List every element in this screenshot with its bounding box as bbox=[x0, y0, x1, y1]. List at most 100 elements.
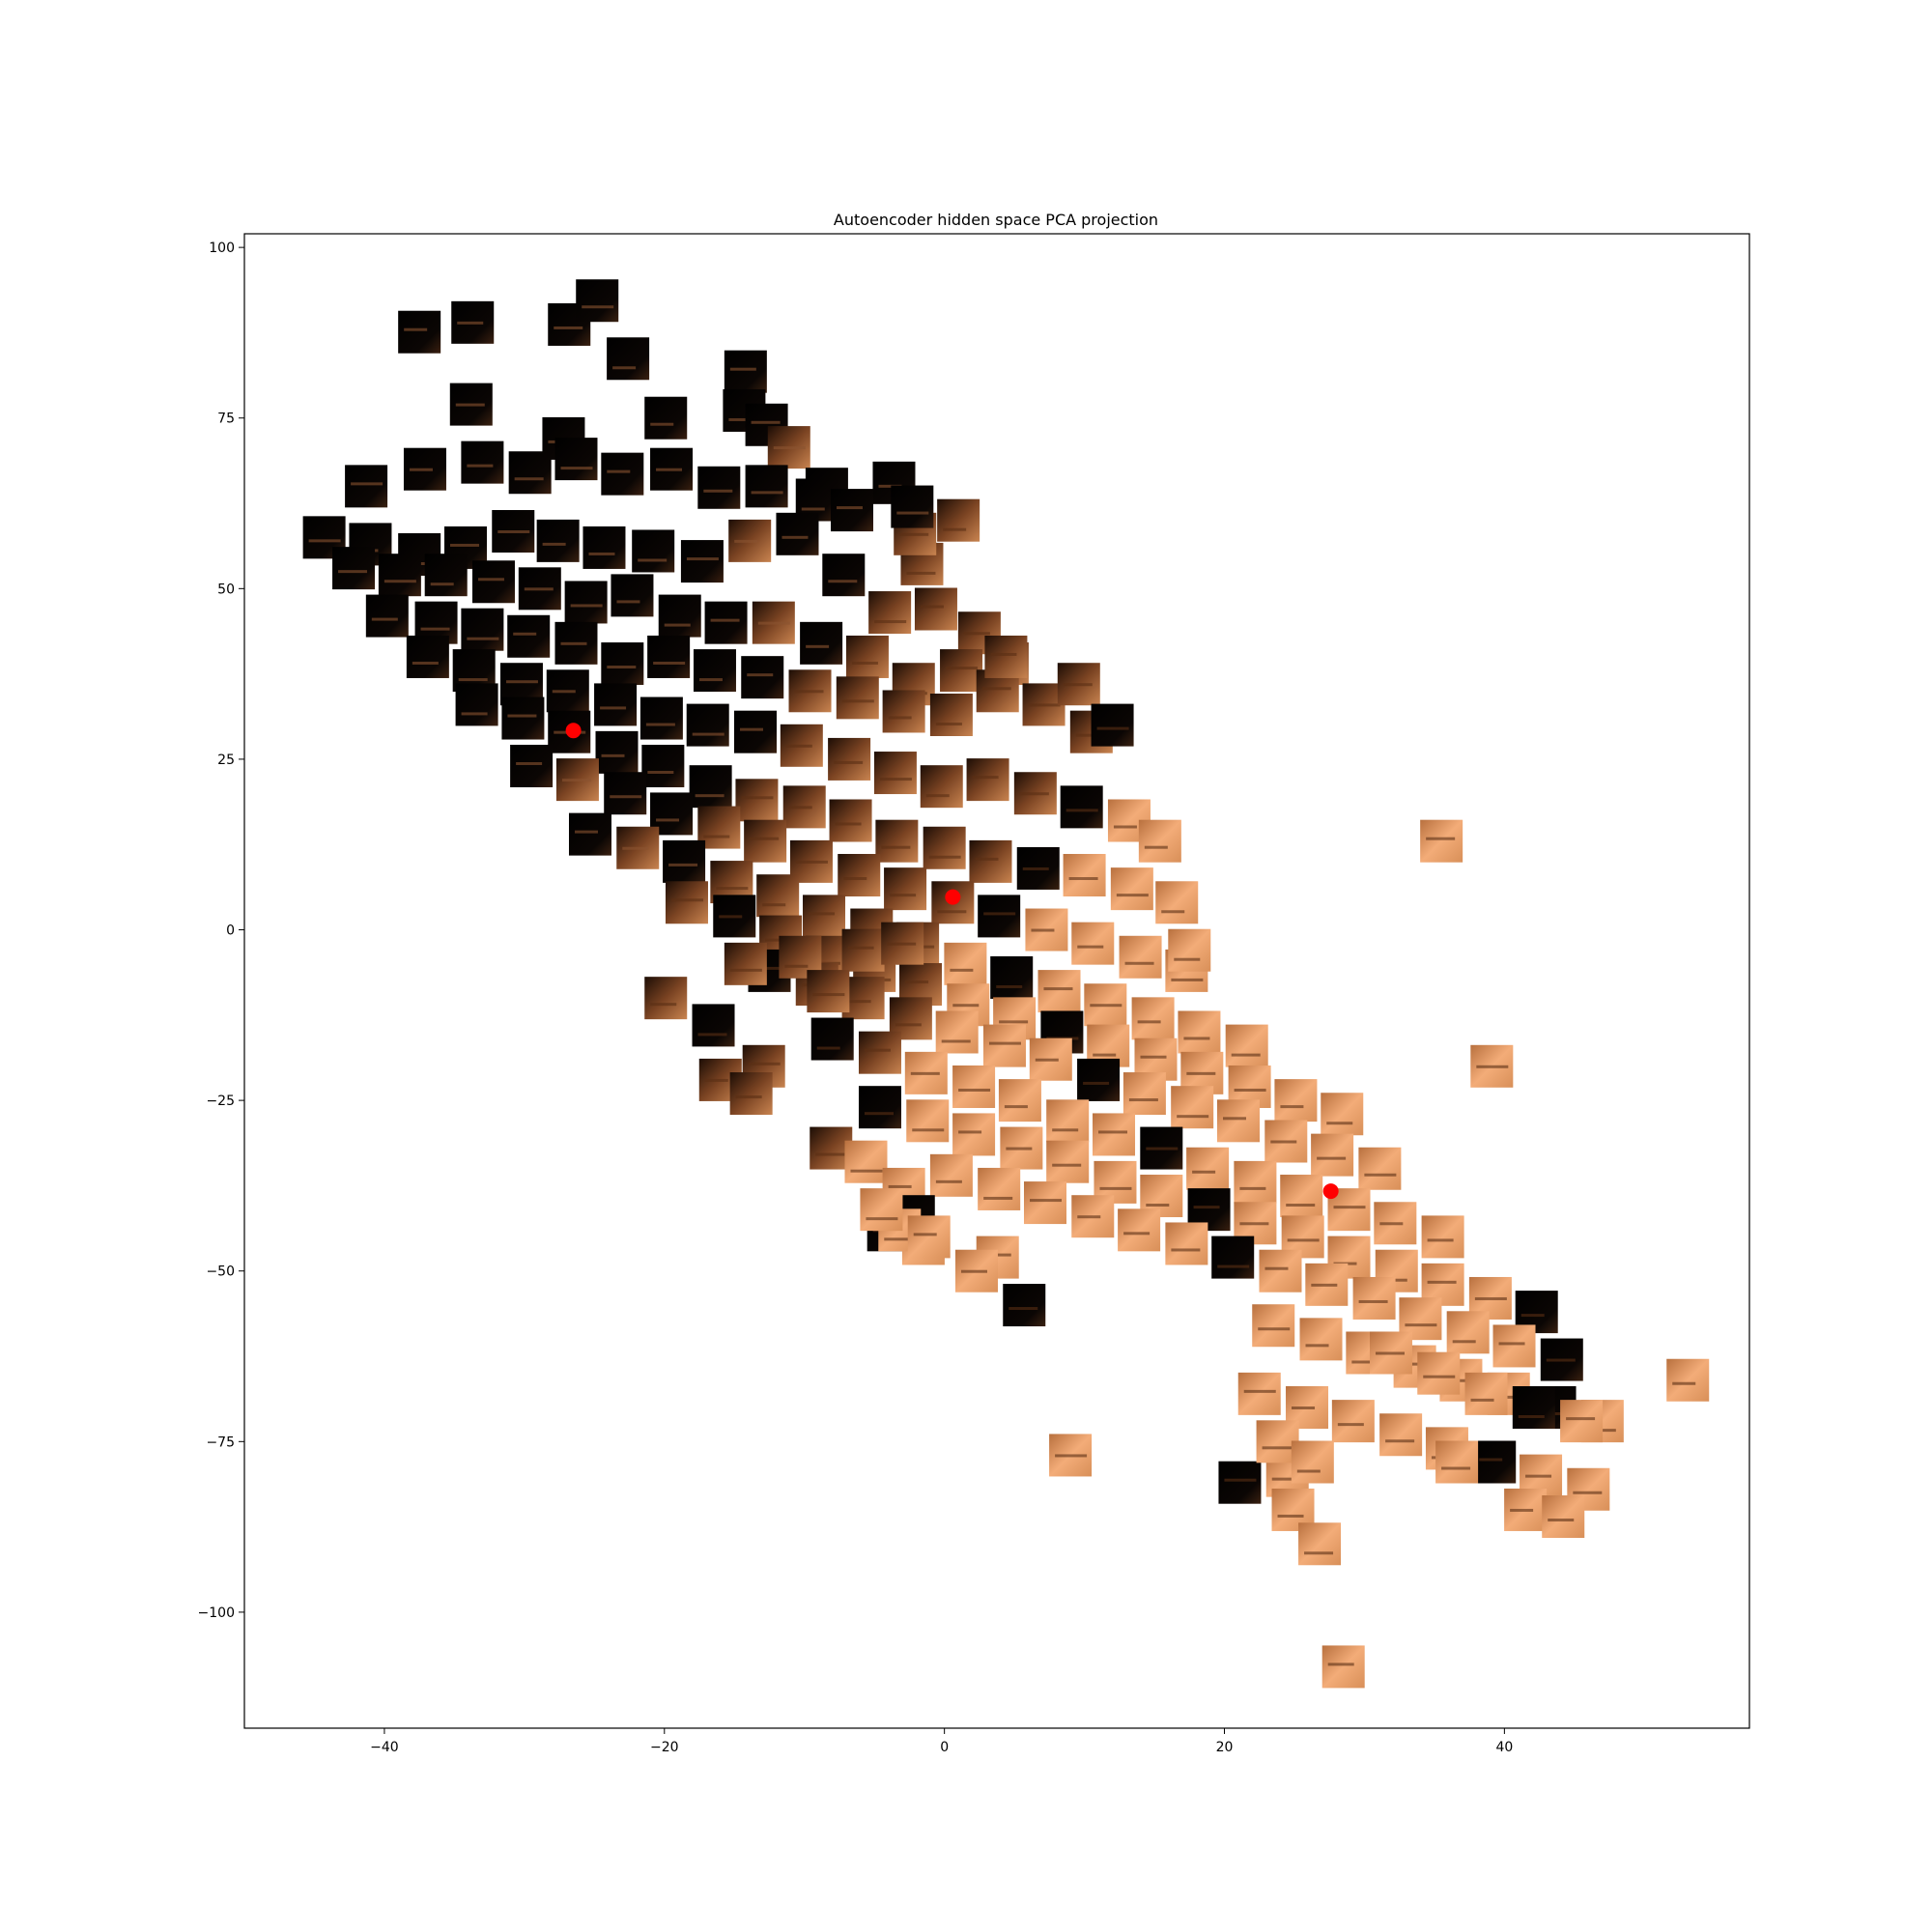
image-patch-texture bbox=[1546, 1358, 1576, 1362]
image-patch-texture bbox=[757, 621, 790, 625]
image-patch-texture bbox=[1099, 1186, 1132, 1190]
image-patch-texture bbox=[1286, 1204, 1316, 1208]
image-patch-texture bbox=[890, 894, 917, 897]
image-patch-texture bbox=[806, 644, 830, 648]
image-patch-texture bbox=[554, 326, 583, 329]
image-patch-texture bbox=[1223, 1117, 1247, 1121]
image-patch bbox=[1298, 1522, 1342, 1566]
image-patch bbox=[1186, 1147, 1230, 1190]
image-patch bbox=[568, 812, 611, 856]
image-patch bbox=[891, 485, 934, 528]
image-patch bbox=[1119, 935, 1162, 979]
image-patch-texture bbox=[371, 617, 398, 621]
image-patch-texture bbox=[843, 877, 867, 881]
image-patch-texture bbox=[716, 887, 749, 891]
image-patch bbox=[576, 279, 619, 323]
image-patch bbox=[1492, 1324, 1536, 1368]
image-patch-texture bbox=[1116, 894, 1149, 897]
image-patch-texture bbox=[729, 367, 756, 371]
image-patch bbox=[952, 1113, 996, 1156]
image-patch-texture bbox=[1470, 1398, 1494, 1402]
image-patch-texture bbox=[1028, 703, 1061, 707]
image-patch bbox=[807, 970, 850, 1013]
image-patch bbox=[1234, 1160, 1277, 1204]
plot-frame bbox=[243, 233, 1750, 1729]
image-patch-texture bbox=[622, 846, 649, 850]
image-patch-texture bbox=[751, 420, 781, 424]
image-patch-texture bbox=[505, 680, 538, 684]
image-patch-texture bbox=[1231, 1053, 1261, 1057]
image-patch-texture bbox=[507, 714, 537, 718]
image-patch-texture bbox=[1427, 1238, 1454, 1242]
image-patch-texture bbox=[912, 1128, 945, 1132]
image-patch-texture bbox=[1426, 837, 1456, 840]
y-tick-label: 75 bbox=[217, 412, 235, 427]
image-patch-texture bbox=[1234, 1088, 1266, 1092]
image-patch bbox=[929, 1153, 973, 1197]
image-patch-texture bbox=[420, 627, 450, 631]
image-patch bbox=[564, 581, 608, 624]
image-patch-texture bbox=[1327, 1662, 1354, 1666]
image-patch-texture bbox=[664, 623, 691, 627]
image-patch-texture bbox=[1055, 1454, 1088, 1458]
image-patch-texture bbox=[841, 699, 874, 703]
image-patch-texture bbox=[524, 587, 554, 591]
image-patch bbox=[756, 874, 800, 918]
x-axis-ticks: −40 −20 0 20 40 bbox=[370, 1728, 1513, 1755]
image-patch-texture bbox=[1317, 1156, 1347, 1160]
image-patch-texture bbox=[1217, 1264, 1250, 1268]
image-patch-texture bbox=[905, 980, 929, 984]
image-patch bbox=[844, 1140, 888, 1183]
image-patch bbox=[875, 819, 919, 863]
chart-title: Autoencoder hidden space PCA projection bbox=[834, 211, 1158, 229]
image-patch bbox=[836, 676, 879, 720]
image-patch-texture bbox=[847, 1000, 871, 1004]
image-patch-texture bbox=[1452, 1340, 1476, 1344]
image-patch bbox=[1299, 1318, 1343, 1361]
image-patch bbox=[741, 656, 784, 699]
image-patch bbox=[554, 438, 598, 481]
image-patch-texture bbox=[937, 910, 967, 914]
image-patch-texture bbox=[697, 1033, 727, 1037]
image-patch-texture bbox=[750, 837, 780, 840]
image-patch bbox=[978, 895, 1021, 938]
image-patch-texture bbox=[1280, 1105, 1304, 1109]
image-patch bbox=[1118, 1208, 1161, 1252]
image-patch bbox=[1280, 1175, 1323, 1218]
image-patch-texture bbox=[1192, 1170, 1216, 1174]
image-patch-texture bbox=[1004, 1105, 1028, 1109]
image-patch bbox=[1077, 1058, 1121, 1101]
image-patch-texture bbox=[935, 723, 962, 726]
x-tick-label: 20 bbox=[1216, 1740, 1234, 1755]
image-patch bbox=[724, 942, 767, 985]
image-patch-texture bbox=[703, 489, 733, 493]
image-patch-texture bbox=[1161, 910, 1185, 914]
y-axis-ticks: −100 −75 −50 −25 0 25 50 75 100 bbox=[198, 241, 244, 1621]
image-patch bbox=[1037, 970, 1081, 1013]
image-patch-texture bbox=[958, 1130, 982, 1134]
image-patch-texture bbox=[850, 1169, 883, 1173]
image-patch-texture bbox=[412, 661, 439, 665]
image-patch-texture bbox=[881, 845, 911, 849]
image-patch-texture bbox=[1077, 1215, 1101, 1219]
image-patch bbox=[944, 942, 987, 985]
image-patch-texture bbox=[1124, 961, 1154, 965]
image-patch bbox=[907, 1215, 951, 1259]
image-patch-texture bbox=[747, 673, 774, 677]
image-patch bbox=[1046, 1099, 1090, 1143]
image-patch bbox=[1321, 1645, 1365, 1689]
image-patch-texture bbox=[338, 570, 368, 574]
image-patch-texture bbox=[430, 582, 454, 586]
image-patch-texture bbox=[497, 529, 530, 533]
image-patch-texture bbox=[815, 1152, 845, 1156]
image-patch bbox=[1252, 1304, 1295, 1348]
image-patch bbox=[745, 465, 788, 508]
image-patch-texture bbox=[582, 305, 614, 309]
image-patch bbox=[838, 854, 881, 897]
image-patch bbox=[822, 554, 866, 597]
image-patch-texture bbox=[668, 863, 698, 867]
image-patch bbox=[982, 1024, 1026, 1067]
image-patch-texture bbox=[607, 469, 631, 473]
y-tick-label: 0 bbox=[226, 923, 235, 939]
image-patch bbox=[1321, 1093, 1364, 1136]
